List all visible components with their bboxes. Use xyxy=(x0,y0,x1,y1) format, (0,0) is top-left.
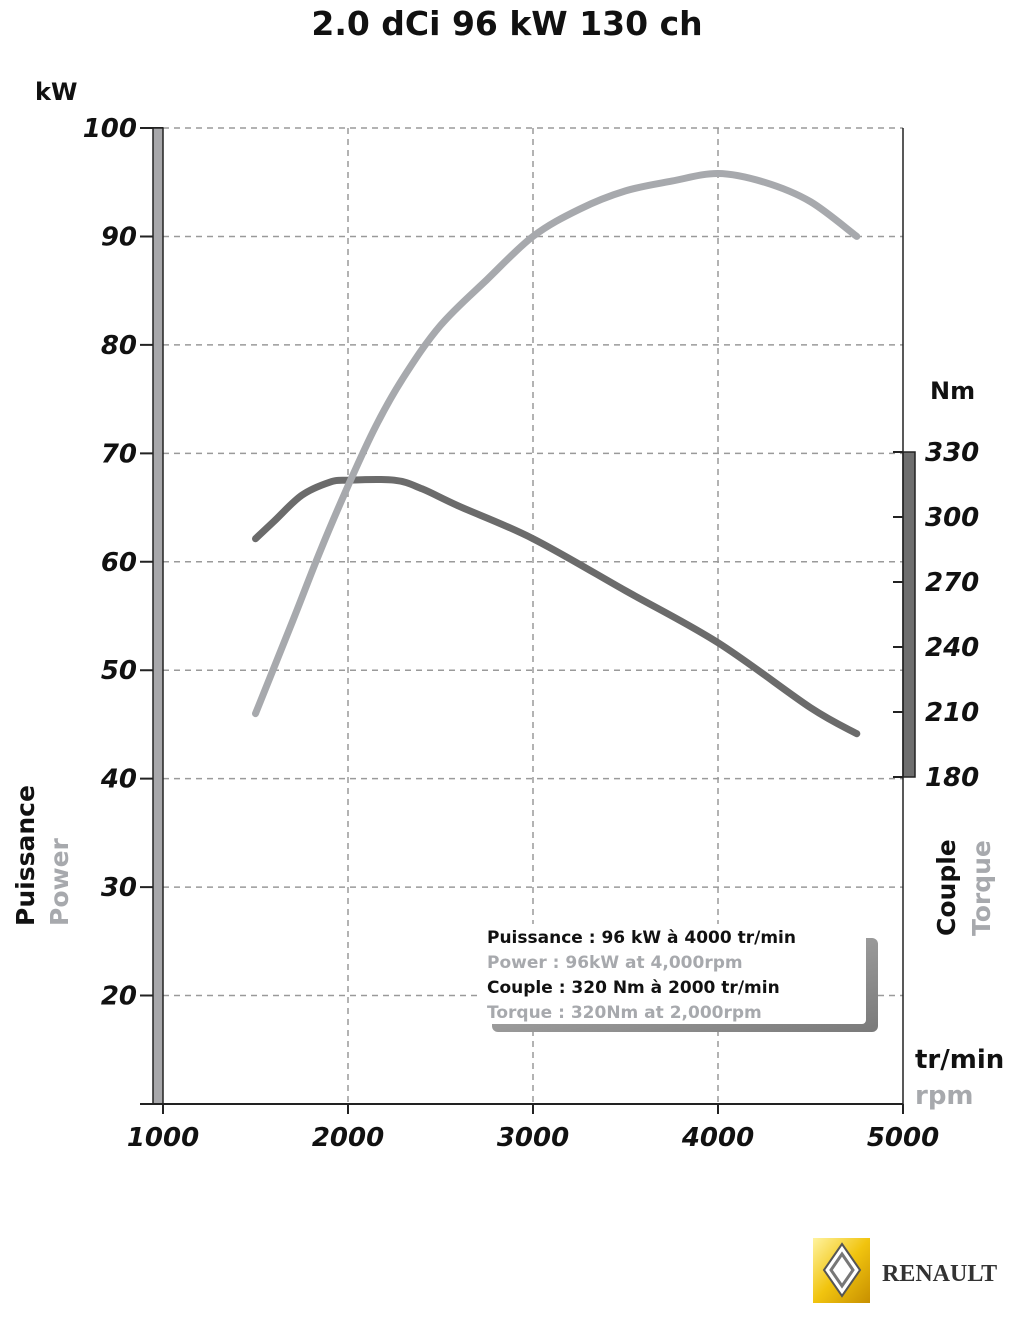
renault-logo-text: RENAULT xyxy=(882,1261,997,1287)
x-tick-label: 5000 xyxy=(867,1123,939,1153)
renault-diamond-icon xyxy=(822,1242,862,1298)
info-box-bg xyxy=(480,924,866,1024)
left-tick-label: 70 xyxy=(101,439,137,469)
info-line-power-en: Power : 96kW at 4,000rpm xyxy=(487,953,743,973)
left-tick-label: 40 xyxy=(100,765,137,795)
left-tick-label: 30 xyxy=(101,873,137,903)
series-group xyxy=(252,169,861,738)
x-tick-label: 1000 xyxy=(127,1123,199,1153)
x-unit-label-primary: tr/min xyxy=(915,1045,1004,1075)
x-tick-labels: 1000 2000 3000 4000 5000 xyxy=(127,1123,939,1153)
series-line-torque xyxy=(252,475,861,738)
left-tick-label: 100 xyxy=(83,114,137,144)
x-tick-label: 2000 xyxy=(312,1123,384,1153)
right-tick-label: 240 xyxy=(925,633,979,663)
info-box: Puissance : 96 kW à 4000 tr/min Power : … xyxy=(480,924,878,1032)
right-tick-label: 180 xyxy=(925,763,979,793)
right-unit-label: Nm xyxy=(930,377,975,405)
x-tick-label: 3000 xyxy=(497,1123,569,1153)
right-axis-bar xyxy=(902,451,916,778)
right-tick-label: 330 xyxy=(925,438,979,468)
chart-title: 2.0 dCi 96 kW 130 ch xyxy=(311,4,702,43)
left-tick-label: 60 xyxy=(101,548,137,578)
left-axis-title-secondary: Power xyxy=(45,837,74,926)
x-unit-label-secondary: rpm xyxy=(915,1081,974,1111)
right-tick-label: 270 xyxy=(925,568,979,598)
left-unit-label: kW xyxy=(35,78,77,106)
renault-logo: RENAULT xyxy=(813,1238,997,1303)
right-axis-title-primary: Couple xyxy=(932,839,961,936)
left-tick-labels: 100 90 80 70 60 50 40 30 20 xyxy=(83,114,137,1012)
left-tick-label: 90 xyxy=(101,222,137,252)
left-tick-label: 80 xyxy=(101,331,137,361)
info-line-torque-en: Torque : 320Nm at 2,000rpm xyxy=(487,1003,762,1023)
right-tick-label: 300 xyxy=(925,503,979,533)
right-tick-labels: 330 300 270 240 210 180 xyxy=(925,438,979,793)
right-tick-label: 210 xyxy=(925,698,979,728)
right-axis-title-secondary: Torque xyxy=(967,840,996,936)
series-line-power xyxy=(252,169,861,718)
left-tick-label: 50 xyxy=(101,656,137,686)
left-axis-title-primary: Puissance xyxy=(11,785,40,926)
left-tick-label: 20 xyxy=(101,982,137,1012)
x-tick-label: 4000 xyxy=(681,1123,754,1153)
left-axis-bar xyxy=(152,127,164,1105)
info-line-torque-fr: Couple : 320 Nm à 2000 tr/min xyxy=(487,978,780,998)
info-line-power-fr: Puissance : 96 kW à 4000 tr/min xyxy=(487,928,796,948)
